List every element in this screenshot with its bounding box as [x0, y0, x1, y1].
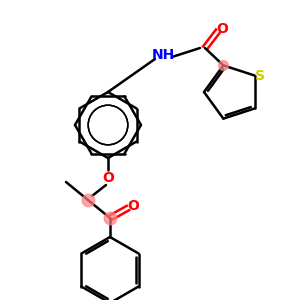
Text: NH: NH: [152, 48, 175, 62]
Text: O: O: [216, 22, 228, 36]
Text: O: O: [127, 199, 139, 213]
Text: O: O: [102, 171, 114, 185]
Text: S: S: [255, 68, 265, 83]
